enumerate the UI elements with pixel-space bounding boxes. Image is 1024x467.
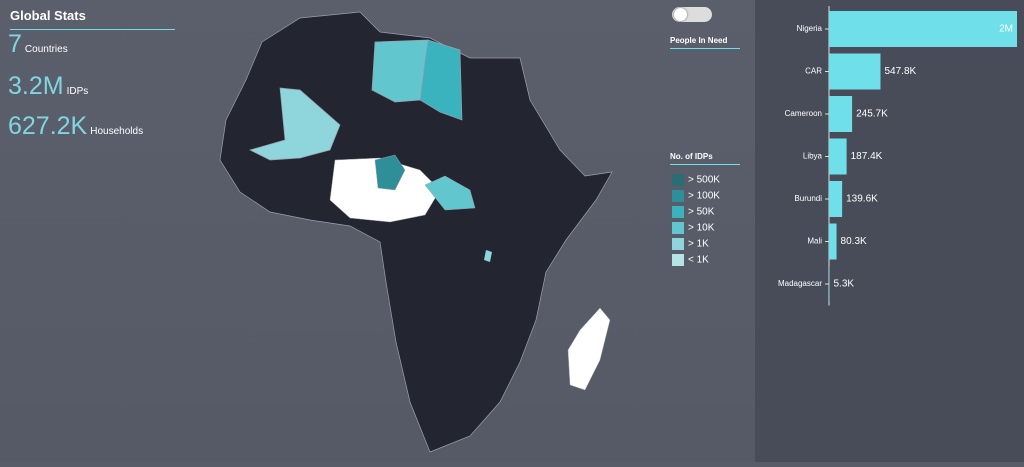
stat-label: Countries [25,44,68,55]
bar [829,224,837,260]
category-label: Madagascar [778,279,822,288]
madagascar [568,308,610,390]
legend-swatch [672,190,684,202]
value-label: 2M [999,24,1013,35]
bar [829,54,880,90]
value-label: 5.3K [833,279,854,290]
legend-item: > 100K [672,190,742,204]
category-label: CAR [805,67,822,76]
legend-swatch [672,174,684,186]
legend-swatch [672,254,684,266]
legend-swatch [672,206,684,218]
legend-swatch [672,222,684,234]
legend-label: > 100K [688,191,720,202]
value-label: 139.6K [846,194,878,205]
legend-label: > 10K [688,223,714,234]
value-label: 547.8K [884,66,916,77]
legend-swatch [672,238,684,250]
legend-item: > 500K [672,174,742,188]
bar [829,96,852,132]
category-label: Mali [807,237,822,246]
value-label: 187.4K [851,151,883,162]
value-label: 245.7K [856,109,888,120]
category-label: Burundi [794,194,822,203]
legend-title: No. of IDPs [670,152,740,165]
category-label: Cameroon [785,109,822,118]
bar [829,11,1017,47]
stat-value: 3.2M [8,72,64,100]
category-label: Libya [803,152,823,161]
legend-label: > 500K [688,175,720,186]
bar [829,181,842,217]
value-label: 80.3K [841,236,867,247]
libya-west [372,40,428,102]
legend-item: > 1K [672,238,742,252]
chart-panel: Nigeria 2M CAR 547.8K Cameroon 245.7K Libya 187… [755,0,1024,462]
legend-label: > 50K [688,207,714,218]
toggle[interactable] [672,7,712,22]
bar [829,139,847,175]
stats-title: Global Stats [10,8,175,30]
legend-label: < 1K [688,255,709,266]
category-label: Nigeria [797,24,823,33]
toggle-label: People In Need [670,36,740,49]
stat-value: 627.2K [8,112,87,140]
stat-label: Households [90,126,143,137]
legend-item: < 1K [672,254,742,268]
legend-item: > 50K [672,206,742,220]
bar-chart: Nigeria 2M CAR 547.8K Cameroon 245.7K Libya 187… [755,0,1024,462]
stat-value: 7 [8,30,22,58]
legend-label: > 1K [688,239,709,250]
stat-label: IDPs [67,86,89,97]
legend-item: > 10K [672,222,742,236]
africa-map [0,0,755,462]
